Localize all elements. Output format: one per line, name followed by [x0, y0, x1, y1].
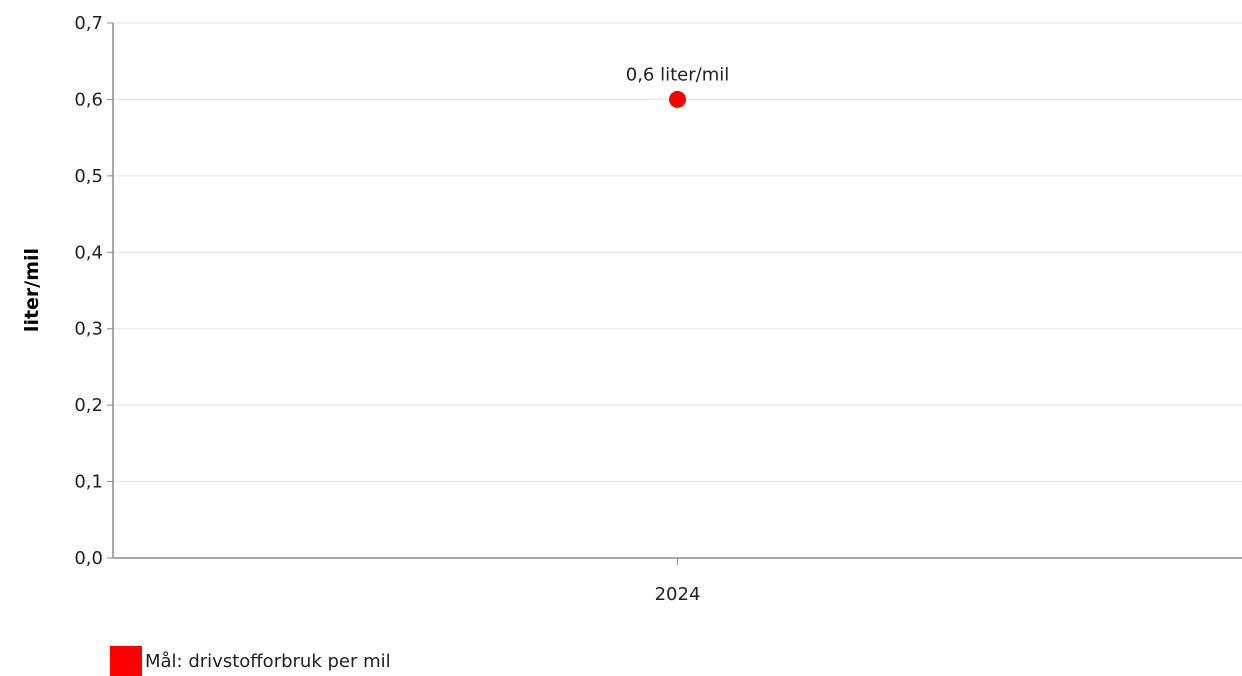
y-tick-label: 0,1 — [74, 472, 103, 493]
legend-swatch — [110, 646, 142, 676]
legend-label: Mål: drivstofforbruk per mil — [145, 650, 391, 672]
data-points: 0,6 liter/mil — [626, 64, 729, 108]
x-tick-label: 2024 — [655, 584, 701, 605]
data-point — [669, 90, 686, 108]
tick-labels: 0,0 0,1 0,2 0,3 0,4 0,5 0,6 0,7 2024 — [74, 13, 700, 605]
legend: Mål: drivstofforbruk per mil — [110, 646, 391, 676]
y-tick-label: 0,4 — [74, 242, 103, 263]
y-tick-label: 0,0 — [74, 548, 103, 569]
axes — [107, 22, 1242, 565]
y-tick-label: 0,6 — [74, 89, 103, 110]
y-tick-label: 0,3 — [74, 319, 103, 340]
data-label: 0,6 liter/mil — [626, 64, 729, 85]
y-tick-label: 0,7 — [74, 13, 103, 34]
y-axis-title: liter/mil — [21, 248, 43, 332]
y-tick-label: 0,5 — [74, 166, 103, 187]
y-tick-label: 0,2 — [74, 395, 103, 416]
